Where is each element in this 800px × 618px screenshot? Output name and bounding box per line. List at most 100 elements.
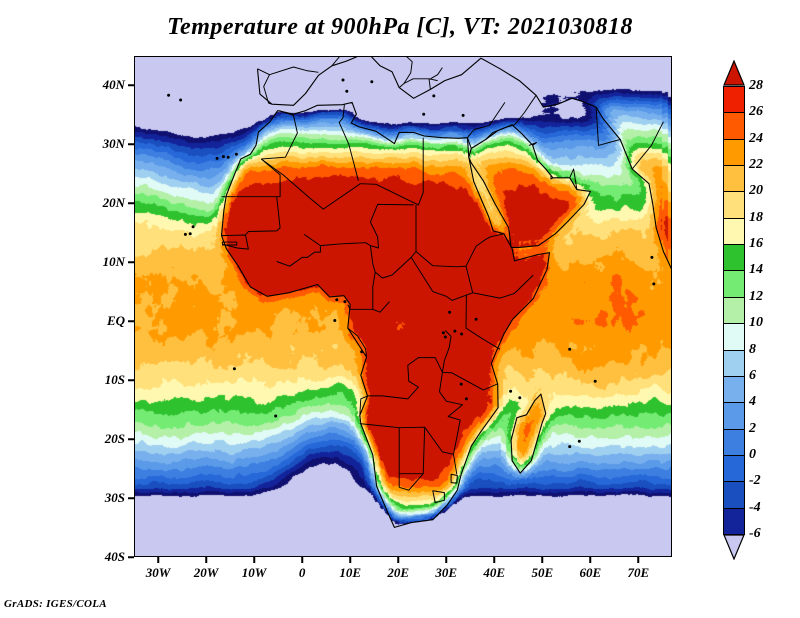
island-marker [274,414,278,418]
map-outline [221,234,249,250]
x-axis-tick-label: 50E [531,565,554,580]
map-outline [465,295,501,350]
map-outline [221,241,238,246]
colorbar-band [723,165,745,193]
map-outline [446,292,473,301]
map-outline [439,372,464,475]
island-marker [226,155,230,159]
map-outline [550,174,554,180]
y-axis-tick-mark [128,438,134,440]
map-outline [430,67,443,80]
colorbar-tick-label: -6 [749,526,761,541]
y-axis-tick-mark [128,556,134,558]
x-axis-tick-mark [397,557,399,563]
island-marker [461,113,465,117]
island-marker [443,335,447,339]
colorbar-over-arrow [723,60,745,86]
colorbar-tick-label: 0 [749,446,756,462]
x-axis-tick-mark [637,557,640,563]
island-marker [215,156,219,160]
page-title: Temperature at 900hPa [C], VT: 202103081… [167,14,633,40]
island-marker [179,98,183,102]
island-marker [459,382,463,386]
map-outline [514,95,537,126]
map-outline [410,257,447,297]
map-outline [450,473,458,484]
island-marker [577,439,581,443]
map-outline [424,426,454,455]
colorbar-tick-label: 20 [749,183,763,199]
y-axis-tick-label: 40S [104,549,125,564]
colorbar-band [723,296,745,325]
map-outline [257,66,319,76]
colorbar-tick-label: 14 [749,262,763,278]
island-marker [432,94,436,98]
colorbar-legend: 28 26 24 22 20 18 16 14 12 10 8 6 4 2 0 -2 -4 -6 [723,60,763,560]
map-outline [595,107,621,146]
y-axis-tick-label: 40N [102,77,125,93]
island-marker [568,445,572,449]
y-axis-tick-mark [128,320,134,322]
map-outline [399,473,424,491]
coastline-and-border-overlay [167,57,671,528]
island-marker [370,80,374,84]
map-outline [374,204,417,279]
colorbar-band [723,507,745,536]
map-outline [472,274,534,299]
island-marker [345,89,349,93]
island-marker [593,379,597,383]
map-outline [347,327,367,358]
x-axis-tick-mark [253,557,255,563]
y-axis-tick-mark [128,497,134,499]
island-marker [335,298,339,302]
x-axis-tick-mark [541,557,544,563]
map-outline [403,57,413,84]
y-axis-tick-label: 10N [102,254,125,270]
island-marker [191,225,195,229]
island-marker [474,317,478,321]
colorbar-band [723,138,745,167]
colorbar-tick-label: 10 [749,315,763,331]
colorbar-band [723,402,745,430]
map-outline [432,490,445,504]
x-axis-tick-label: 60E [579,565,602,580]
map-outline [245,196,281,236]
map-outline [331,57,341,67]
x-axis-tick-mark [589,557,592,563]
colorbar-tick-label: 2 [749,420,756,436]
map-outline [276,234,321,267]
island-marker [453,329,457,333]
x-axis-tick-mark [445,557,447,563]
x-axis-tick-label: 0 [298,565,306,580]
map-outline [360,137,424,206]
x-axis-tick-mark [349,557,351,563]
map-outline [221,158,281,198]
map-outline [220,101,551,528]
map-outline [261,158,361,210]
colorbar-tick-label: 26 [749,104,763,120]
map-plot-area [134,56,672,557]
x-axis-tick-mark [205,557,207,563]
map-outline [320,242,376,273]
x-axis-tick-label: 30E [435,565,458,580]
map-outline [485,124,515,140]
map-outline [442,371,498,391]
colorbar-band [723,481,745,509]
colorbar-tick-label: 16 [749,236,763,252]
map-outline [569,168,578,190]
island-marker [232,367,236,371]
island-marker [183,232,187,236]
colorbar-band [723,244,745,272]
map-outline [510,393,547,474]
colorbar-band [723,349,745,377]
y-axis-tick-label: 20S [104,431,125,447]
x-axis-tick-label: 10E [339,565,361,580]
map-outline [369,203,414,249]
colorbar-band [723,375,745,404]
colorbar-tick-label: 4 [749,394,756,410]
colorbar-band [723,323,745,351]
map-outline [261,110,298,160]
island-marker [509,389,513,393]
y-axis-tick-mark [128,84,134,87]
